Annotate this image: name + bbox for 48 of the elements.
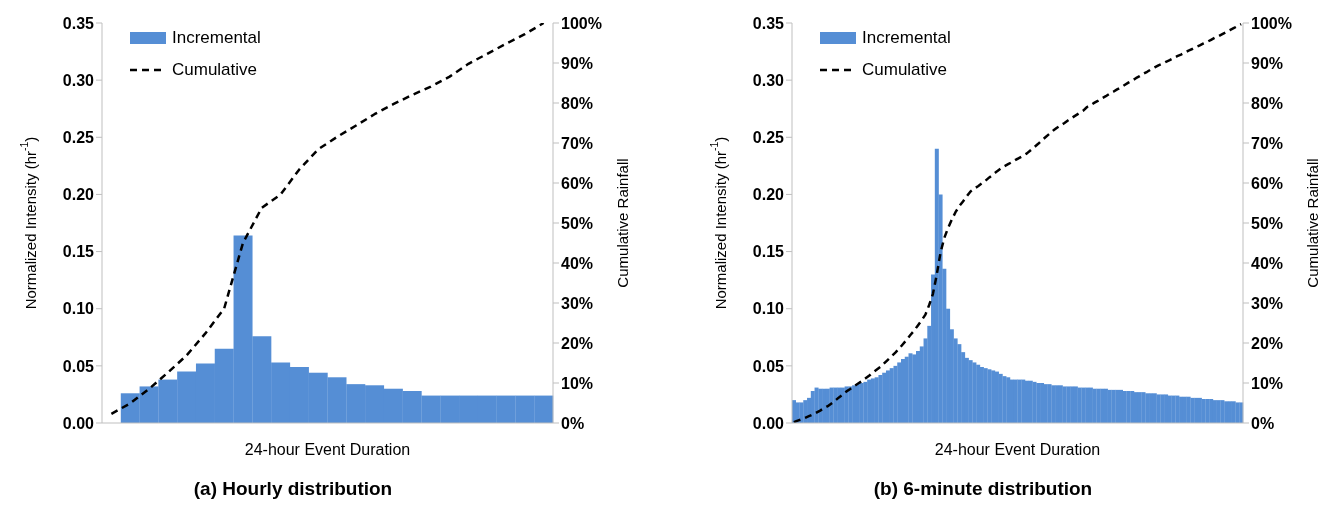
legend-label: Incremental <box>172 27 261 49</box>
y-tick-label: 0.00 <box>62 414 95 432</box>
y2-tick-label: 80% <box>561 94 594 112</box>
y2-tick-label: 70% <box>1251 134 1284 152</box>
y2-axis-title: Cumulative Rainfall <box>613 158 631 288</box>
legend-label: Incremental <box>862 27 951 49</box>
legend-label: Cumulative <box>862 59 948 81</box>
y2-tick-label: 10% <box>1251 374 1284 392</box>
y2-tick-label: 0% <box>561 414 585 432</box>
y-tick-label: 0.25 <box>752 128 785 146</box>
y2-tick-label: 50% <box>561 214 594 232</box>
y2-tick-label: 80% <box>1251 94 1284 112</box>
y-tick-label: 0.20 <box>752 186 785 204</box>
y2-tick-label: 30% <box>561 294 594 312</box>
text: (a) Hourly distribution <box>192 478 394 500</box>
y2-tick-label: 60% <box>561 174 594 192</box>
legend-label: Cumulative <box>172 59 258 81</box>
x-axis-title: 24-hour Event Duration <box>934 441 1101 458</box>
y-tick-label: 0.30 <box>752 71 785 89</box>
y2-tick-label: 100% <box>561 14 602 32</box>
y-tick-label: 0.30 <box>62 71 95 89</box>
y-tick-label: 0.10 <box>752 300 785 318</box>
y-tick-label: 0.10 <box>62 300 95 318</box>
y-tick-label: 0.05 <box>62 357 95 375</box>
y-tick-label: 0.25 <box>62 128 95 146</box>
y2-tick-label: 90% <box>1251 54 1284 72</box>
y-tick-label: 0.00 <box>752 414 785 432</box>
y2-tick-label: 100% <box>1251 14 1292 32</box>
y-tick-label: 0.35 <box>752 14 785 32</box>
y2-tick-label: 20% <box>561 334 594 352</box>
text: (b) 6-minute distribution <box>872 478 1094 500</box>
y2-tick-label: 50% <box>1251 214 1284 232</box>
y2-tick-label: 10% <box>561 374 594 392</box>
y2-tick-label: 70% <box>561 134 594 152</box>
y2-tick-label: 0% <box>1251 414 1275 432</box>
y2-axis-title: Cumulative Rainfall <box>1303 158 1321 288</box>
y2-tick-label: 20% <box>1251 334 1284 352</box>
y-tick-label: 0.15 <box>62 243 95 261</box>
y2-tick-label: 40% <box>1251 254 1284 272</box>
y2-tick-label: 60% <box>1251 174 1284 192</box>
y2-tick-label: 90% <box>561 54 594 72</box>
y2-tick-label: 30% <box>1251 294 1284 312</box>
y-tick-label: 0.20 <box>62 186 95 204</box>
y-tick-label: 0.35 <box>62 14 95 32</box>
y2-tick-label: 40% <box>561 254 594 272</box>
y-tick-label: 0.15 <box>752 243 785 261</box>
x-axis-title: 24-hour Event Duration <box>244 441 411 458</box>
y-tick-label: 0.05 <box>752 357 785 375</box>
